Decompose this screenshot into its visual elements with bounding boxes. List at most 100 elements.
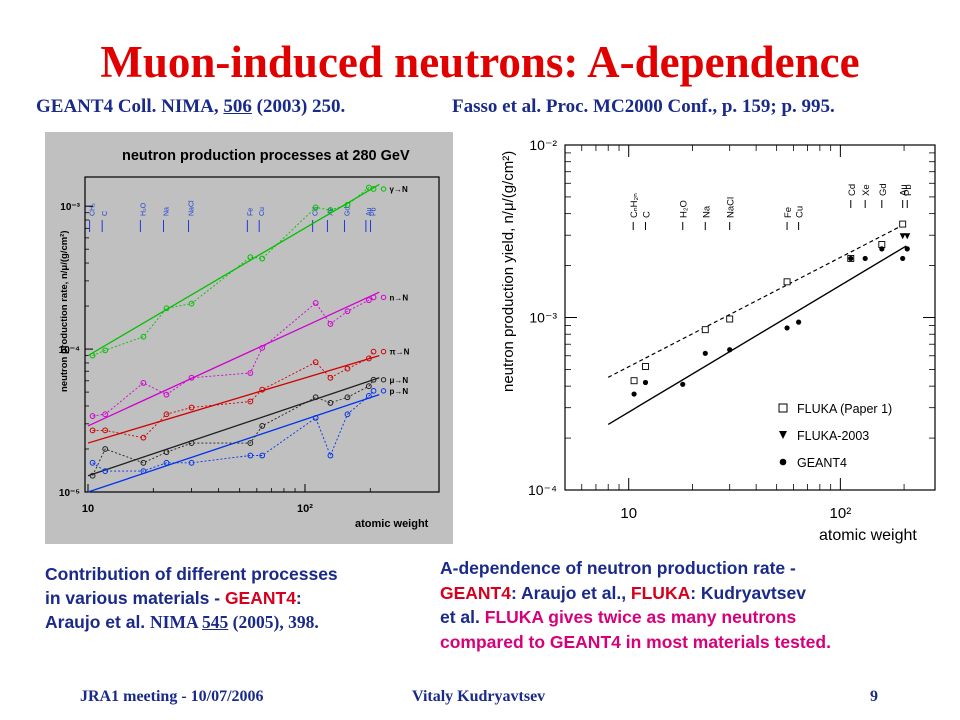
caption-right-line3: et al. FLUKA gives twice as many neutron… xyxy=(440,605,955,630)
right-point-geant4 xyxy=(702,350,708,356)
left-material-h-o: H₂O xyxy=(140,202,147,216)
left-point-n xyxy=(259,255,266,262)
right-legend-marker-triangle xyxy=(779,431,787,439)
caption-right-authors1: : Araujo et al., xyxy=(510,582,631,603)
left-point-n xyxy=(247,440,254,446)
right-chart-fit-lines xyxy=(607,226,907,426)
left-point-p-n xyxy=(163,459,170,466)
left-point-n xyxy=(89,352,96,359)
reference-left: GEANT4 Coll. NIMA, 506 (2003) 250. xyxy=(36,96,345,118)
left-fit-n xyxy=(87,183,380,357)
left-point-n-n xyxy=(344,308,351,315)
caption-left-authors: Araujo et al. xyxy=(45,612,151,632)
left-point-n-n xyxy=(89,413,96,419)
right-material-pb: Pb xyxy=(903,184,914,196)
left-x-tick-label: 10 xyxy=(82,503,94,515)
caption-left-line1: Contribution of different processes xyxy=(45,564,338,584)
left-point-n xyxy=(344,394,351,401)
left-point-p-n xyxy=(370,387,377,394)
left-material-cu: Cu xyxy=(259,207,266,216)
left-point-n-n xyxy=(312,300,319,306)
left-legend-n: π→N xyxy=(390,348,410,357)
footer-page-number: 9 xyxy=(870,688,878,705)
left-point-p-n xyxy=(365,393,372,399)
left-dotted-n-n xyxy=(92,297,374,417)
right-point-fluka-paper1 xyxy=(726,315,734,323)
left-point-p-n xyxy=(312,414,319,421)
caption-right-fluka: FLUKA xyxy=(630,582,691,603)
caption-left-volume: 545 xyxy=(202,612,229,632)
left-point-n xyxy=(312,204,319,211)
left-point-p-n xyxy=(344,411,351,418)
left-legend-marker xyxy=(380,388,387,394)
left-y-tick-label: 10⁻⁵ xyxy=(59,488,80,499)
caption-right-etal: et al. xyxy=(440,607,485,627)
left-point-n-n xyxy=(140,379,147,386)
left-legend-n: μ→N xyxy=(390,376,409,385)
left-legend-n: γ→N xyxy=(390,185,408,194)
right-legend-marker-circle xyxy=(779,458,787,466)
right-chart-x-label: atomic weight xyxy=(819,527,917,544)
left-chart-background xyxy=(45,132,453,544)
left-point-p-n xyxy=(89,459,96,466)
caption-left-geant4: GEANT4 xyxy=(224,588,296,608)
right-legend-marker-square xyxy=(778,403,788,413)
left-point-n xyxy=(259,423,266,429)
caption-right-geant4: GEANT4 xyxy=(440,582,511,603)
left-point-n-n xyxy=(188,374,195,381)
right-y-tick-label: 10⁻³ xyxy=(529,310,557,326)
right-material-h-o: H₂O xyxy=(679,200,690,218)
left-chart-panel: neutron production processes at 280 GeV … xyxy=(45,132,453,544)
right-point-geant4 xyxy=(631,391,637,397)
left-legend-marker xyxy=(380,348,387,355)
left-material-c: C xyxy=(102,211,109,216)
left-point-n xyxy=(344,202,351,208)
left-x-tick-label: 10² xyxy=(297,503,313,515)
right-legend-geant4: GEANT4 xyxy=(797,456,847,470)
right-y-tick-label: 10⁻² xyxy=(529,137,557,153)
left-point-n xyxy=(188,300,195,307)
caption-left-line2-text: in various materials - xyxy=(45,588,225,608)
caption-left-year: (2005), 398. xyxy=(228,612,319,632)
left-point-n xyxy=(140,459,147,466)
right-chart-points xyxy=(630,220,911,397)
left-point-n xyxy=(259,386,266,393)
right-material-cd: Cd xyxy=(847,184,858,196)
left-point-n xyxy=(188,404,195,411)
right-point-fluka-paper1 xyxy=(701,326,709,334)
left-point-p-n xyxy=(102,468,109,475)
right-point-fluka-paper1 xyxy=(642,363,649,370)
caption-left-colon: : xyxy=(295,588,302,608)
left-dotted-n xyxy=(92,379,374,476)
left-material-au: Au xyxy=(366,207,373,216)
right-point-geant4 xyxy=(727,347,733,353)
right-chart-ticks: 10⁻⁴ 10⁻³ 10⁻² 10 10² xyxy=(528,137,935,522)
left-point-n xyxy=(370,376,377,383)
left-fit-n-n xyxy=(87,291,380,427)
left-point-n xyxy=(140,434,147,441)
left-y-tick-label: 10⁻³ xyxy=(60,202,80,213)
reference-right: Fasso et al. Proc. MC2000 Conf., p. 159;… xyxy=(452,96,835,117)
left-material-gd: Gd xyxy=(344,207,351,216)
caption-right-conclusion1: FLUKA gives twice as many neutrons xyxy=(484,607,797,627)
caption-left-journal: NIMA xyxy=(150,612,203,632)
right-material-gd: Gd xyxy=(878,183,889,196)
right-point-geant4 xyxy=(904,246,910,252)
left-point-n xyxy=(188,440,195,446)
left-material-pb: Pb xyxy=(371,207,378,216)
left-point-n xyxy=(140,333,147,340)
right-point-fluka-paper1 xyxy=(783,278,791,286)
left-dotted-p-n xyxy=(92,390,374,472)
right-chart-background xyxy=(485,122,955,550)
caption-left: Contribution of different processes in v… xyxy=(45,562,445,634)
left-material-fe: Fe xyxy=(247,208,254,216)
caption-right: A-dependence of neutron production rate … xyxy=(440,556,955,654)
right-material-au: Au xyxy=(899,184,910,196)
right-fit-fluka-paper1 xyxy=(607,226,900,378)
left-point-n xyxy=(365,355,372,362)
right-chart-panel: 10⁻⁴ 10⁻³ 10⁻² 10 10² CₙH₂ₙ C H₂O Na NaCl Fe Cu Cd X… xyxy=(485,122,955,550)
left-point-n xyxy=(365,383,372,390)
left-material-nacl: NaCl xyxy=(189,200,196,216)
right-point-geant4 xyxy=(796,319,802,325)
